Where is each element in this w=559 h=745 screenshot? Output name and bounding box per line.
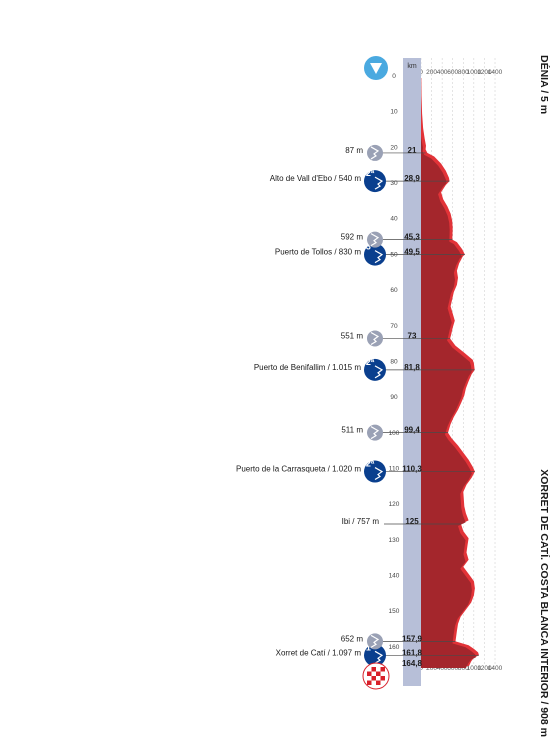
markers-layer: 2ª Alto de Vall d'Ebo / 540 m 3ª Puerto de … <box>236 56 479 690</box>
km-label: 164,8 <box>402 659 423 668</box>
y-tick-label: 800 <box>458 69 469 76</box>
x-tick-label: 100 <box>389 430 400 437</box>
mountain-icon <box>374 365 384 379</box>
x-tick-label: 30 <box>390 180 398 187</box>
y-tick-label: 600 <box>447 69 458 76</box>
x-tick-label: 60 <box>390 287 398 294</box>
y-tick-label: 200 <box>426 69 437 76</box>
finish-check-square <box>367 671 372 676</box>
start-triangle-icon <box>370 63 382 74</box>
km-label: 45,3 <box>404 233 420 242</box>
mountain-icon <box>370 146 380 160</box>
x-tick-label: 150 <box>389 608 400 615</box>
climb-badge <box>364 358 386 381</box>
town-label: Ibi / 757 m <box>342 517 380 526</box>
climb-category-label: 2ª <box>366 459 375 469</box>
km-label: 28,9 <box>404 174 420 183</box>
climb-badge <box>364 460 386 483</box>
km-label: 161,8 <box>402 648 423 657</box>
axis-band-layer: km01020304050607080901001101201301401501… <box>389 58 423 686</box>
mountain-icon <box>374 250 384 264</box>
y-tick-label: 1000 <box>467 665 482 672</box>
km-label: 21 <box>408 146 417 155</box>
x-axis-label: km <box>407 63 417 70</box>
km-label: 73 <box>408 331 417 340</box>
climb-name-label: Puerto de Benifallim / 1.015 m <box>254 363 362 372</box>
finish-check-square <box>376 671 381 676</box>
finish-check-square <box>367 680 372 685</box>
y-tick-label: 1400 <box>488 665 503 672</box>
chart-title: XORRET DE CATÍ. COSTA BLANCA INTERIOR / … <box>538 469 551 737</box>
mountain-icon <box>374 467 384 481</box>
y-tick-label: 1200 <box>477 69 492 76</box>
climb-badge <box>364 243 386 266</box>
x-tick-label: 140 <box>389 573 400 580</box>
finish-check-square <box>371 667 376 672</box>
x-tick-label: 160 <box>389 644 400 651</box>
climb-badge <box>364 170 386 193</box>
y-tick-label: 0 <box>419 665 423 672</box>
finish-check-square <box>380 676 385 681</box>
mountain-icon <box>370 233 380 247</box>
pass-elevation-label: 652 m <box>341 634 364 643</box>
x-tick-label: 20 <box>390 144 398 151</box>
x-tick-label: 80 <box>390 358 398 365</box>
y-tick-label: 400 <box>437 69 448 76</box>
mountain-icon <box>370 634 380 648</box>
y-tick-label: 800 <box>458 665 469 672</box>
x-tick-label: 40 <box>390 216 398 223</box>
finish-check-square <box>376 680 381 685</box>
climb-category-label: 3ª <box>366 242 375 252</box>
finish-check-square <box>380 667 385 672</box>
y-tick-label: 1200 <box>477 665 492 672</box>
mountain-icon <box>374 176 384 190</box>
climb-name-label: Xorret de Catí / 1.097 m <box>276 648 362 657</box>
x-tick-label: 90 <box>390 394 398 401</box>
pass-elevation-label: 551 m <box>341 331 364 340</box>
y-tick-label: 1400 <box>488 69 503 76</box>
finish-check-square <box>371 676 376 681</box>
x-tick-label: 120 <box>389 501 400 508</box>
km-label: 99,4 <box>404 426 420 435</box>
y-tick-label: 0 <box>419 69 423 76</box>
climb-badge <box>364 644 386 667</box>
profile-layer <box>418 78 479 668</box>
climb-name-label: Puerto de la Carrasqueta / 1.020 m <box>236 465 361 474</box>
y-tick-label: 600 <box>447 665 458 672</box>
x-tick-label: 0 <box>392 73 396 80</box>
km-label: 110,3 <box>402 465 422 474</box>
x-tick-label: 110 <box>389 465 400 472</box>
climb-name-label: Alto de Vall d'Ebo / 540 m <box>270 174 362 183</box>
km-label: 49,5 <box>404 248 420 257</box>
mountain-icon <box>374 650 384 664</box>
pass-elevation-label: 87 m <box>345 146 363 155</box>
x-tick-label: 70 <box>390 323 398 330</box>
km-label: 157,9 <box>402 634 423 643</box>
climb-name-label: Puerto de Tollos / 830 m <box>275 248 361 257</box>
start-label: DÉNIA / 5 m <box>538 55 551 114</box>
pass-elevation-label: 592 m <box>341 233 364 242</box>
axis-band <box>403 58 421 686</box>
y-tick-label: 1000 <box>467 69 482 76</box>
mountain-icon <box>370 426 380 440</box>
y-tick-label: 200 <box>426 665 437 672</box>
y-tick-label: 400 <box>437 665 448 672</box>
profile-area-shape <box>418 78 476 668</box>
x-tick-label: 10 <box>390 109 398 116</box>
climb-category-label: 2ª <box>366 357 375 367</box>
km-label: 125 <box>405 517 419 526</box>
pass-elevation-label: 511 m <box>341 426 363 435</box>
climb-category-label: 2ª <box>366 168 375 178</box>
x-tick-label: 130 <box>389 537 400 544</box>
mountain-icon <box>370 331 380 345</box>
km-label: 81,8 <box>404 363 420 372</box>
